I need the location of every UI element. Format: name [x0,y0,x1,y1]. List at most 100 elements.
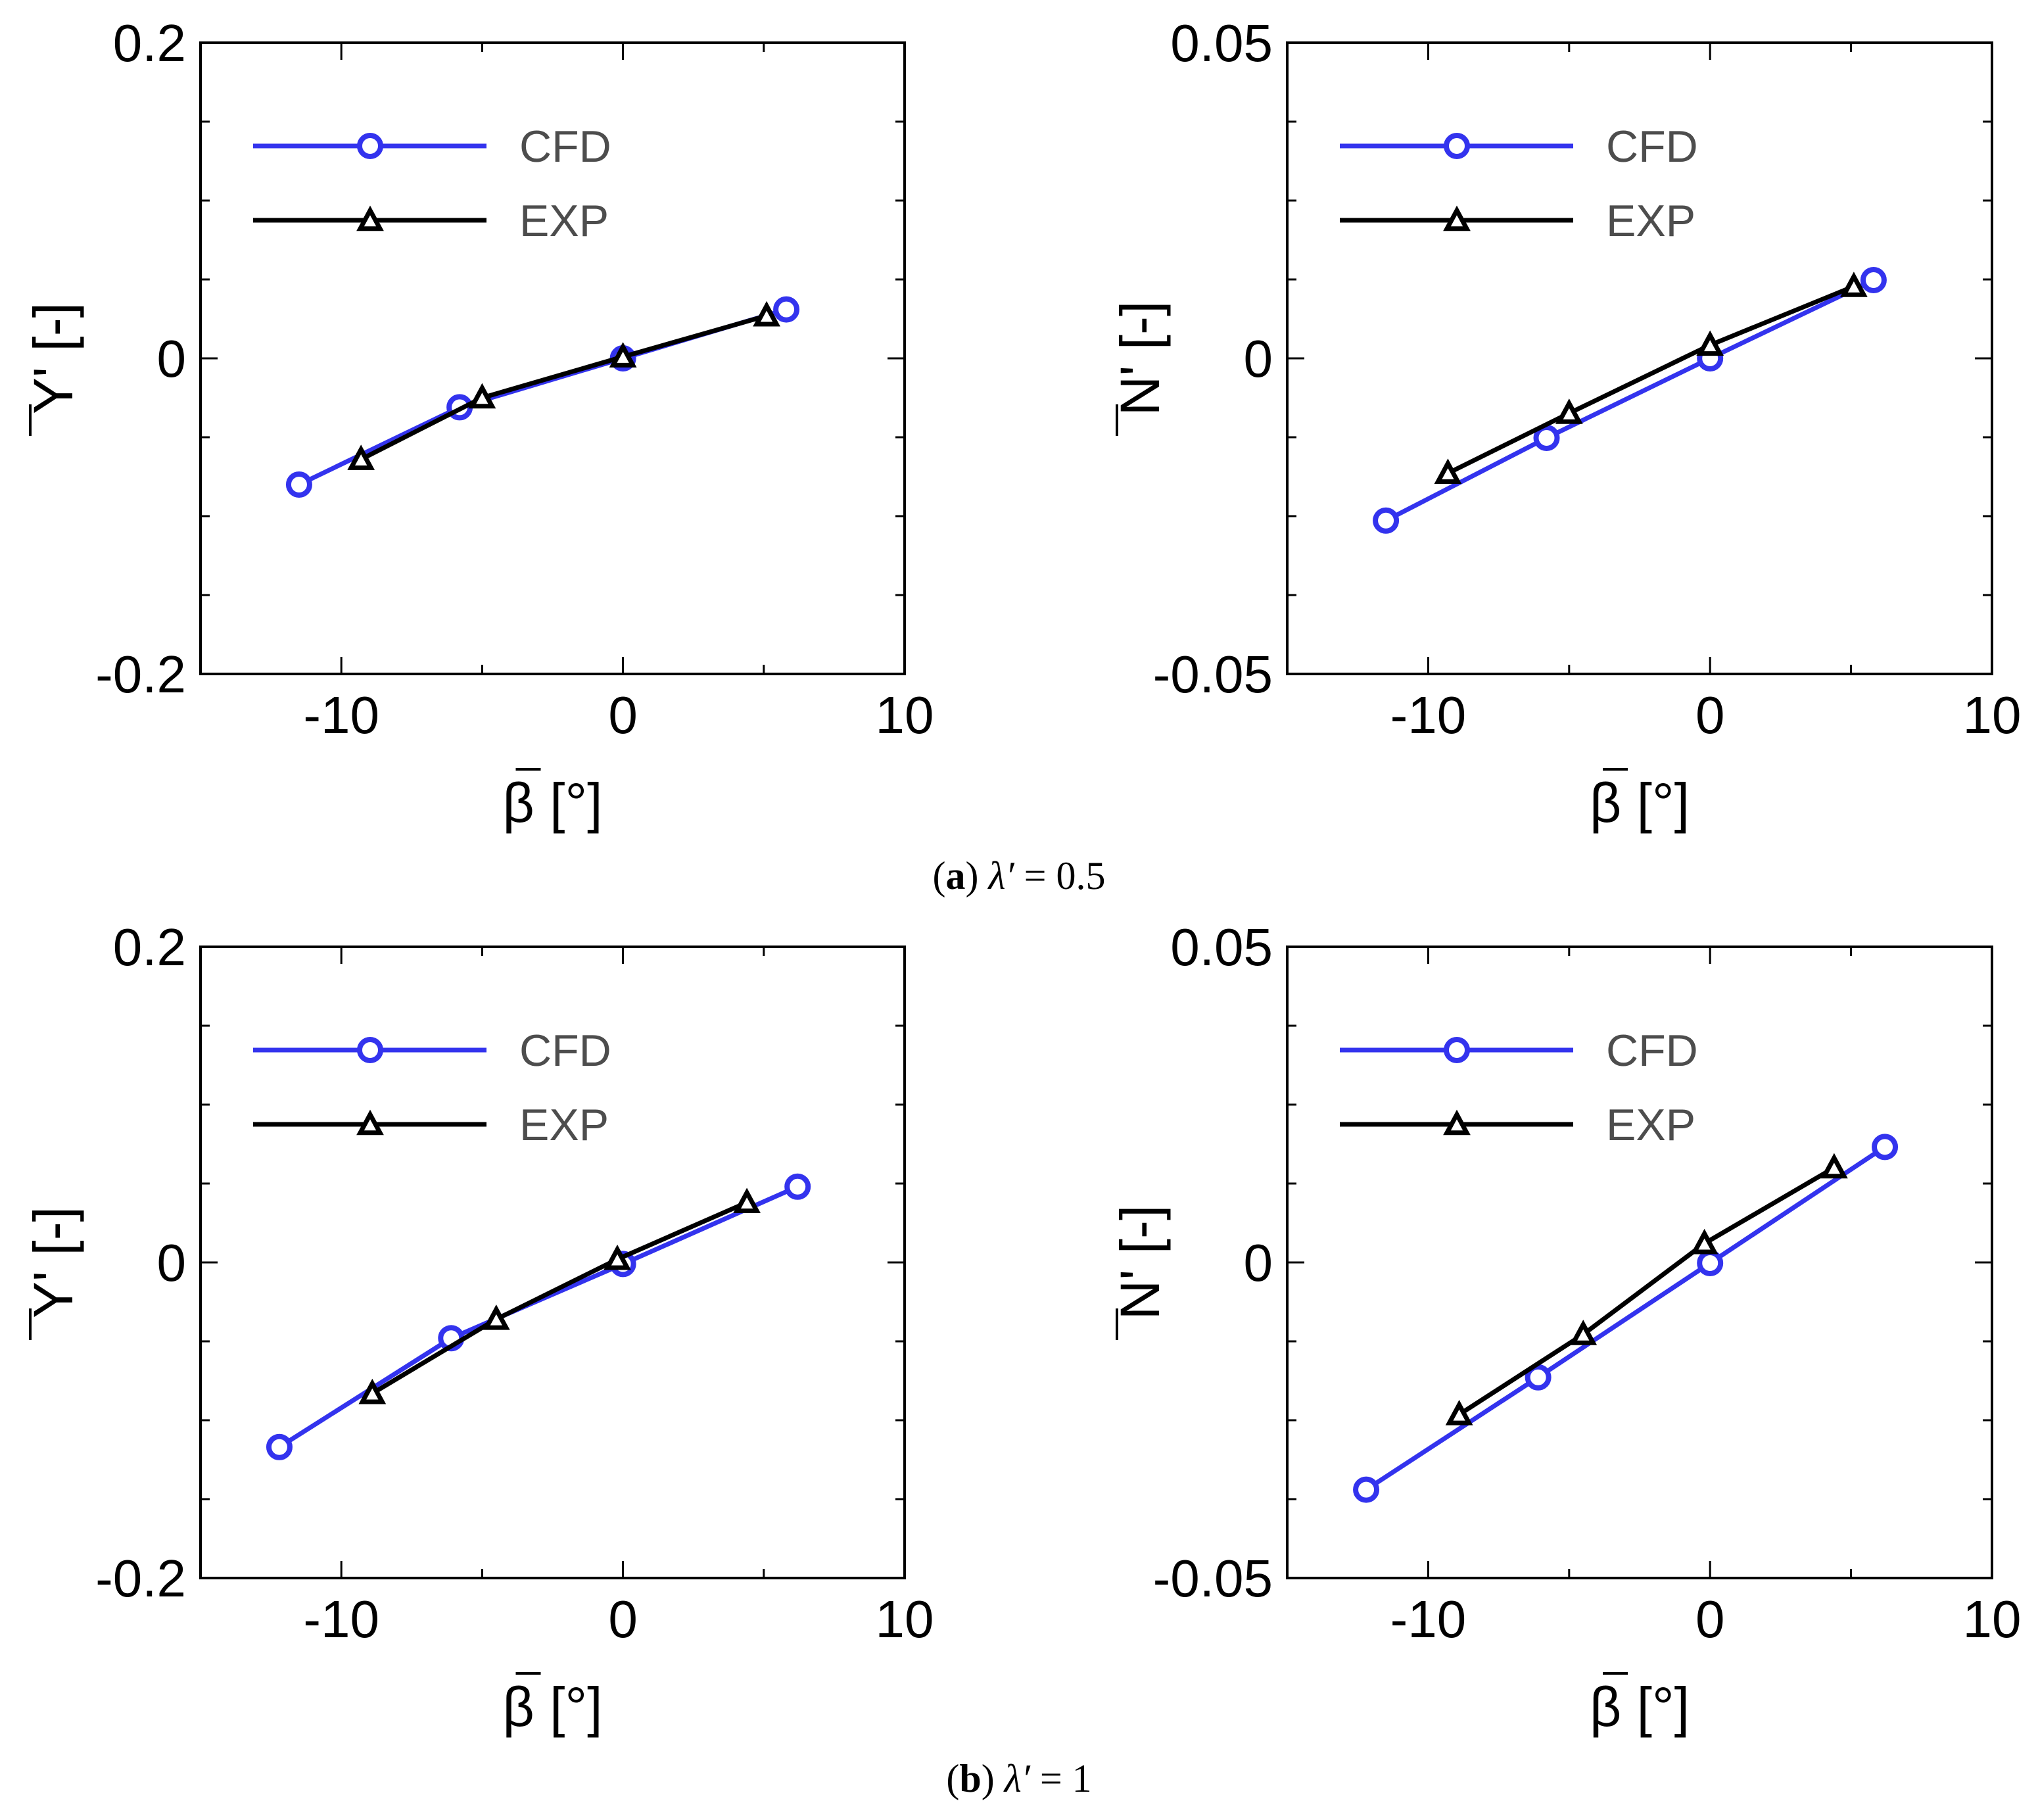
y-tick-label: 0.2 [113,14,186,72]
legend-exp-marker [356,1109,384,1136]
data-point-exp [604,1244,631,1270]
x-axis-label: β [°] [1590,772,1690,834]
series-line-exp [1446,284,1855,475]
legend-cfd-label: CFD [519,122,611,172]
y-tick-label: 0.05 [1170,918,1273,976]
x-tick-label: 0 [608,686,638,744]
plot-frame [1286,41,1993,675]
chart-panel-b-n: -10 0 10 -0.05 0 0.05 β [°] N' [-] CFD EXP [1109,918,2021,1738]
x-tick-label: 0 [1695,1590,1725,1648]
data-point-cfd [1533,424,1560,451]
data-point-cfd [1872,1134,1899,1161]
caption-value: = 1 [1040,1757,1092,1800]
legend-cfd-marker [1444,133,1470,159]
y-axis-label: Y' [-] [22,302,84,414]
legend-cfd-marker [1444,1037,1470,1063]
data-point-exp [1555,398,1583,424]
legend: CFD EXP [253,1026,611,1150]
data-point-exp [1434,458,1462,484]
caption-param: λ′ [987,854,1015,898]
series-line-exp [360,313,768,462]
data-point-cfd [1697,1249,1724,1276]
x-tick-label: -10 [1390,1590,1467,1648]
chart-panel-b-y: -10 0 10 -0.2 0 0.2 β [°] Y' [-] CFD EXP [22,918,934,1738]
data-point-exp [1696,330,1724,356]
legend-exp-marker [1443,1109,1471,1136]
legend-cfd-label: CFD [519,1026,611,1076]
x-tick-label: -10 [1390,686,1467,744]
series-line-cfd [298,307,788,487]
legend-exp-label: EXP [1606,196,1695,246]
legend-cfd-marker [357,1037,383,1063]
caption-value: = 0.5 [1024,854,1106,898]
legend: CFD EXP [1340,1026,1698,1150]
legend-exp-label: EXP [519,196,609,246]
y-tick-label: 0 [1244,329,1273,388]
y-axis-label: Y' [-] [22,1207,84,1318]
legend: CFD EXP [1340,122,1698,246]
data-point-exp [1569,1320,1598,1345]
caption-open-paren: ( [946,1757,959,1800]
caption-letter: b [959,1757,981,1800]
series-line-cfd [1365,1145,1886,1492]
y-tick-label: 0 [157,1233,187,1292]
series-line-exp [1457,1165,1836,1417]
legend-cfd-marker [357,133,383,159]
legend-cfd-label: CFD [1606,1026,1698,1076]
y-tick-label: 0.05 [1170,14,1273,72]
y-tick-label: -0.2 [95,645,186,704]
caption-close-paren: ) [982,1757,1005,1800]
caption-space [1030,1757,1040,1800]
x-tick-label: 0 [1695,686,1725,744]
legend: CFD EXP [253,122,611,246]
caption-param: λ′ [1003,1757,1031,1800]
x-tick-label: -10 [303,1590,379,1648]
y-tick-label: 0 [157,329,187,388]
legend-exp-label: EXP [519,1100,609,1150]
y-tick-label: -0.2 [95,1549,186,1608]
data-point-exp [753,300,780,327]
legend-exp-label: EXP [1606,1100,1695,1150]
data-point-exp [1840,272,1868,297]
caption-space [1014,854,1024,898]
caption-b: (b) λ′ = 1 [946,1757,1091,1800]
legend-cfd-label: CFD [1606,122,1698,172]
data-point-exp [482,1305,510,1330]
y-axis-label: N' [-] [1109,301,1171,416]
data-point-cfd [285,471,312,498]
data-point-exp [1690,1228,1718,1255]
plot-frame [199,946,906,1579]
caption-open-paren: ( [933,854,946,898]
caption-a: (a) λ′ = 0.5 [933,854,1106,898]
series-line-exp [371,1200,748,1396]
x-tick-label: 10 [876,686,934,744]
data-point-exp [1820,1153,1848,1179]
series-line-cfd [278,1184,799,1449]
y-axis-label: N' [-] [1109,1205,1171,1320]
data-point-exp [609,342,637,368]
plot-frame [1286,946,1993,1579]
y-tick-label: 0.2 [113,918,186,976]
x-tick-label: -10 [303,686,379,744]
plot-frame [199,41,906,675]
data-point-cfd [1353,1476,1380,1503]
series-line-cfd [1385,277,1875,523]
x-axis-label: β [°] [1590,1676,1690,1738]
data-point-exp [347,444,375,470]
caption-letter: a [946,854,966,898]
data-point-exp [733,1187,761,1214]
data-point-cfd [1860,266,1887,293]
chart-panel-a-n: -10 0 10 -0.05 0 0.05 β [°] N' [-] CFD EXP [1109,14,2021,834]
y-tick-label: -0.05 [1153,645,1273,704]
x-axis-label: β [°] [503,772,603,834]
caption-close-paren: ) [966,854,989,898]
y-tick-label: -0.05 [1153,1549,1273,1608]
data-point-cfd [773,296,800,323]
x-axis-label: β [°] [503,1676,603,1738]
data-point-cfd [266,1433,293,1460]
data-point-exp [358,1378,387,1404]
data-point-cfd [1525,1364,1552,1391]
x-tick-label: 0 [608,1590,638,1648]
legend-exp-marker [356,205,384,231]
